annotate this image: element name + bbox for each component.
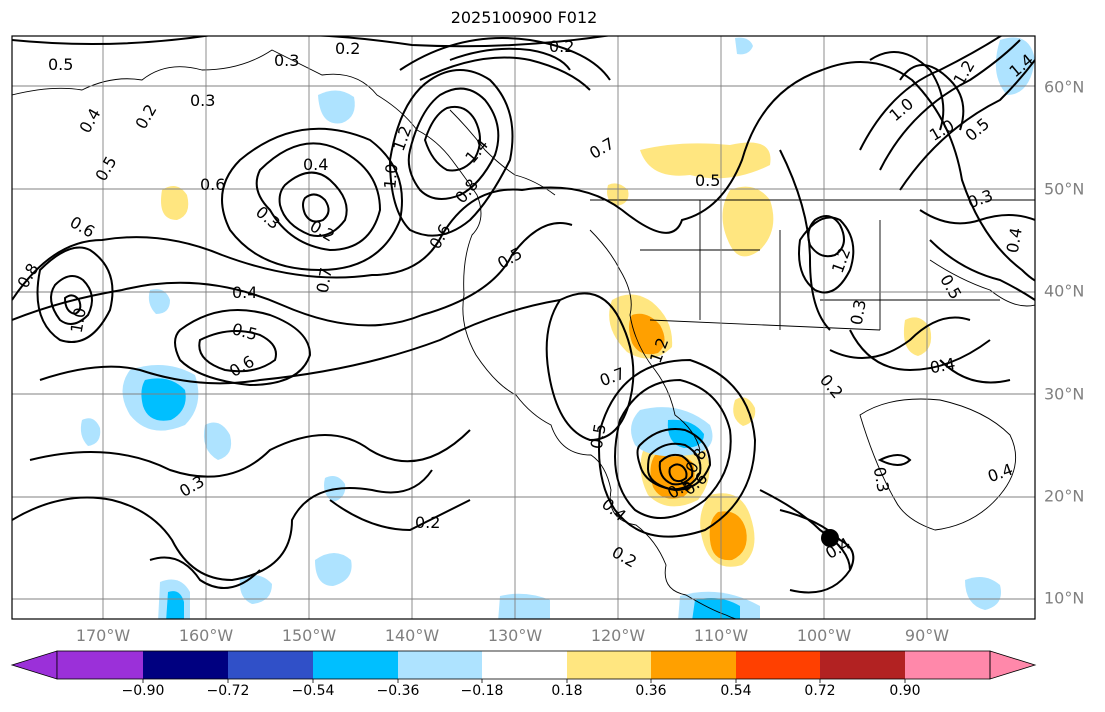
contour-label: 0.4	[1003, 226, 1026, 254]
colorbar-tick-label: 0.36	[635, 683, 667, 699]
colorbar-tick-label: −0.54	[291, 683, 335, 699]
contour-label: 0.2	[415, 513, 440, 532]
fill-positive-strong	[629, 313, 665, 355]
lat-label: 60°N	[1044, 77, 1085, 97]
fill-negative	[995, 37, 1035, 95]
fill-positive	[161, 186, 189, 220]
lat-label: 20°N	[1044, 486, 1085, 506]
colorbar-swatch	[313, 651, 398, 679]
contour-label: 0.5	[587, 422, 610, 450]
contour-lines	[12, 36, 1035, 594]
fill-negative	[735, 37, 753, 55]
fill-negative-strong	[692, 598, 740, 619]
contour-label: 0.3	[190, 91, 215, 110]
contour-label: 0.5	[695, 171, 720, 190]
colorbar-swatch	[820, 651, 905, 679]
lon-label: 160°W	[178, 626, 234, 645]
colorbar-tick-label: −0.90	[121, 683, 165, 699]
lon-label: 100°W	[796, 626, 852, 645]
contour-label: 0.2	[335, 39, 360, 58]
lon-label: 150°W	[281, 626, 337, 645]
lon-label: 170°W	[75, 626, 131, 645]
fill-positive	[733, 397, 756, 426]
lon-label: 90°W	[904, 626, 950, 645]
contour-label: 0.4	[303, 155, 328, 174]
fill-negative-strong	[166, 591, 184, 619]
colorbar-swatch	[736, 651, 820, 679]
fill-negative	[315, 553, 352, 586]
contour-label: 0.2	[549, 37, 574, 56]
colorbar-tick-label: −0.36	[376, 683, 420, 699]
colorbar-tick-label: 0.72	[804, 683, 836, 699]
fill-negative-strong	[667, 419, 704, 448]
contour-label: 0.4	[928, 354, 956, 377]
fill-negative	[148, 289, 170, 314]
colorbar-swatch	[398, 651, 482, 679]
lon-label: 130°W	[487, 626, 543, 645]
contour-label: 0.5	[48, 55, 73, 74]
colorbar-swatch	[228, 651, 313, 679]
colorbar-extend-high	[989, 650, 1037, 680]
lon-label: 140°W	[384, 626, 440, 645]
lat-label: 40°N	[1044, 281, 1085, 301]
anomaly-fills	[80, 37, 1035, 619]
lat-label: 50°N	[1044, 179, 1085, 199]
colorbar-swatch	[905, 651, 990, 679]
contour-label: 0.6	[200, 175, 225, 194]
marker-dot	[821, 529, 839, 547]
colorbar-tick-label: −0.72	[206, 683, 250, 699]
colorbar-swatch	[57, 651, 143, 679]
lon-label: 120°W	[590, 626, 646, 645]
contour-label: 1.0	[67, 306, 90, 334]
colorbar-swatch	[651, 651, 736, 679]
colorbar-tick-label: −0.18	[460, 683, 504, 699]
colorbar-swatch	[567, 651, 651, 679]
contour-label: 0.7	[313, 266, 336, 294]
contour-label: 0.3	[847, 298, 870, 326]
fill-positive	[722, 186, 774, 257]
fill-negative	[965, 576, 1001, 610]
fill-negative	[80, 418, 101, 446]
contour-label: 0.3	[274, 51, 299, 70]
fill-positive-strong	[709, 511, 747, 561]
fill-negative	[318, 90, 355, 124]
coastlines	[12, 49, 1035, 619]
colorbar-tick-label: 0.90	[889, 683, 921, 699]
contour-label: 0.4	[232, 283, 257, 302]
colorbar-swatch	[143, 651, 228, 679]
lon-label: 110°W	[693, 626, 749, 645]
map-frame	[11, 35, 1036, 620]
colorbar-tick-label: 0.54	[720, 683, 752, 699]
map-title: 2025100900 F012	[450, 8, 598, 27]
colorbar-tick-label: 0.18	[551, 683, 583, 699]
fill-negative	[203, 422, 232, 460]
fill-negative-strong	[141, 378, 186, 421]
fill-negative	[239, 575, 272, 604]
colorbar-extend-low	[10, 650, 58, 680]
contour-label: 1.0	[380, 163, 401, 190]
lat-label: 30°N	[1044, 384, 1085, 404]
colorbar-swatch	[482, 651, 567, 679]
fill-negative	[498, 593, 550, 619]
contour-label: 0.3	[870, 465, 893, 493]
lat-label: 10°N	[1044, 588, 1085, 608]
